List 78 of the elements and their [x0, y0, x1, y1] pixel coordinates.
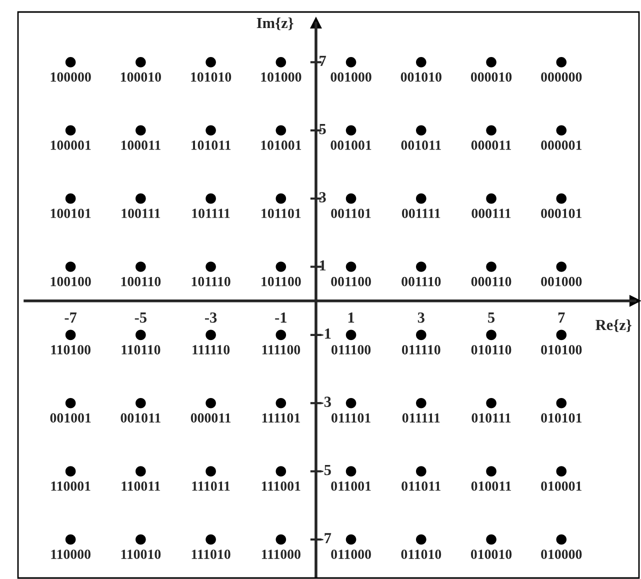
x-tick-label: 1: [348, 312, 354, 323]
annotation: 111110: [192, 345, 230, 354]
annotation: 000011: [190, 413, 231, 423]
annotation: 011111: [402, 413, 440, 423]
annotation: 001111: [402, 208, 440, 218]
annotation: 101111: [192, 208, 230, 218]
x-tick-label: -5: [134, 312, 146, 323]
annotation: 001000: [330, 72, 372, 82]
annotation: 000001: [541, 140, 582, 150]
annotation: 001010: [400, 72, 442, 82]
annotation: 010101: [541, 413, 582, 423]
annotation: 101011: [191, 140, 231, 150]
x-tick-label: -7: [64, 312, 77, 323]
y-tick-label: 3: [319, 192, 326, 202]
annotation: 001001: [330, 140, 372, 150]
annotation: 001110: [402, 276, 441, 286]
x-axis-title: Re{z}: [596, 319, 632, 332]
annotation: 111000: [262, 550, 300, 559]
y-tick-label: 5: [319, 124, 326, 134]
annotation: 110001: [51, 481, 90, 491]
annotation: 110010: [121, 550, 161, 559]
annotation: 001100: [331, 276, 371, 286]
annotation: 100110: [121, 276, 161, 286]
annotation: 011100: [331, 345, 371, 354]
annotation: 010110: [471, 345, 512, 354]
annotation: 111010: [192, 550, 230, 559]
annotation: 100000: [50, 72, 91, 82]
annotation: 111101: [262, 413, 300, 423]
annotation: 011001: [331, 481, 371, 491]
annotation: 010000: [541, 550, 582, 559]
x-tick-label: 5: [488, 312, 495, 323]
annotation: 011010: [401, 550, 442, 559]
annotation: 100101: [50, 208, 91, 218]
annotation: 110011: [122, 481, 160, 491]
annotation: 000110: [471, 276, 512, 286]
annotation: 101100: [262, 276, 301, 286]
annotation: 101110: [192, 276, 230, 286]
annotation: 100100: [50, 276, 91, 286]
annotation: 011000: [331, 550, 371, 559]
annotation: 111100: [262, 345, 300, 354]
annotation: 101101: [262, 208, 301, 218]
annotation: 110110: [122, 345, 160, 354]
annotation: 100111: [122, 208, 160, 218]
annotation: 011101: [331, 413, 370, 423]
annotation: 101001: [261, 140, 302, 150]
annotation: 101010: [191, 72, 232, 82]
annotation: 011110: [402, 345, 440, 354]
annotation: 010011: [471, 481, 511, 491]
x-tick-label: 3: [418, 312, 424, 323]
annotation: 100011: [121, 140, 160, 150]
y-tick-label: 7: [320, 56, 326, 66]
y-tick-label: 1: [320, 260, 326, 270]
annotation: 001001: [50, 413, 91, 423]
x-tick-label: -3: [205, 312, 217, 323]
annotation: 100001: [50, 140, 91, 150]
annotation: 111001: [262, 481, 300, 491]
annotation: 000011: [471, 140, 511, 150]
annotation: 110100: [51, 345, 90, 354]
annotation: 101000: [261, 72, 302, 82]
x-tick-label: 7: [558, 312, 565, 323]
annotation: 010111: [472, 413, 511, 423]
annotation: 001011: [120, 413, 160, 423]
annotation: 001101: [331, 208, 371, 218]
annotation: 011011: [402, 481, 440, 491]
annotation: 001011: [401, 140, 441, 150]
annotation: 110000: [51, 550, 90, 559]
annotation: 000010: [470, 72, 512, 82]
annotation: 000101: [541, 208, 582, 218]
x-tick-label: -1: [275, 312, 286, 323]
annotation: 100010: [120, 72, 161, 82]
annotation: 000111: [472, 208, 511, 218]
y-axis-title: Im{z}: [256, 17, 294, 30]
annotation: 010001: [541, 481, 582, 491]
annotation: 111011: [192, 481, 230, 491]
annotation: 000000: [541, 72, 582, 82]
annotation: 001000: [541, 276, 582, 286]
annotation: 010100: [541, 345, 582, 354]
annotation: 010010: [470, 550, 512, 559]
